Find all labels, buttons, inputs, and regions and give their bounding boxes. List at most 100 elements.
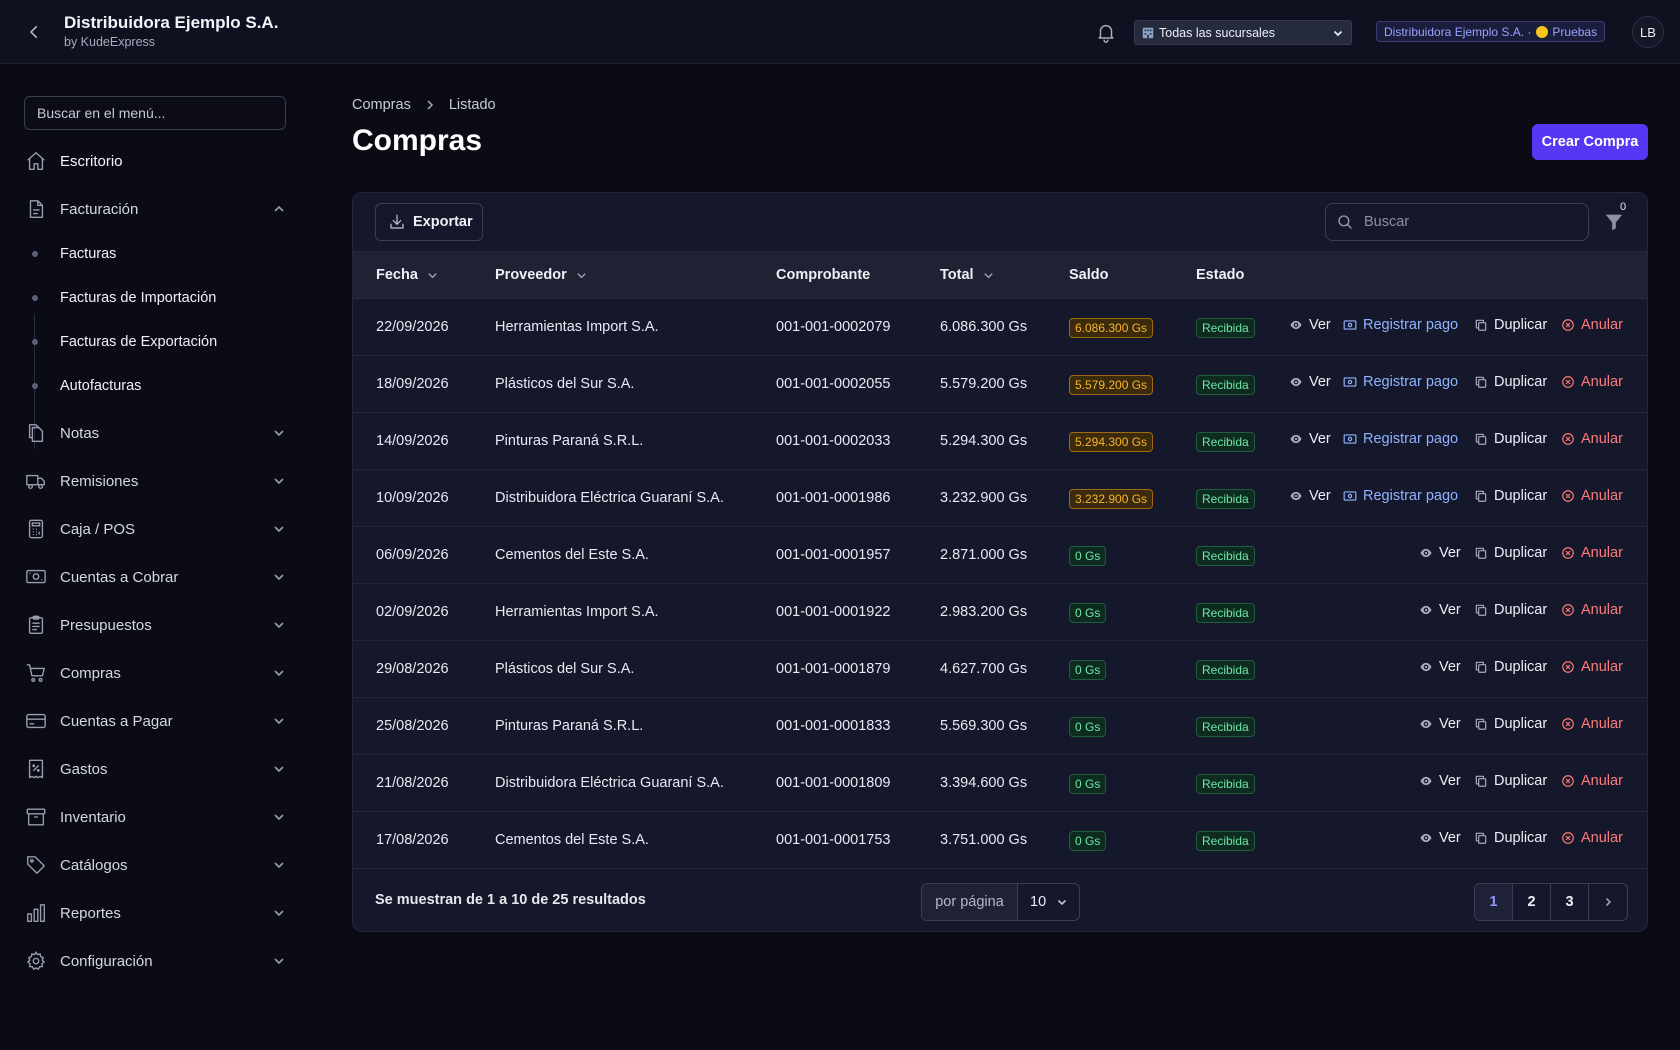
register-payment-label: Registrar pago: [1363, 374, 1459, 390]
cancel-purchase-button[interactable]: Anular: [1561, 602, 1623, 618]
column-header-proveedor[interactable]: Proveedor: [495, 267, 588, 283]
sidebar-item-configuracion[interactable]: Configuración: [24, 945, 286, 977]
duplicate-button[interactable]: Duplicar: [1474, 773, 1547, 789]
duplicate-button[interactable]: Duplicar: [1474, 545, 1547, 561]
column-header-label: Fecha: [376, 267, 418, 283]
per-page-value[interactable]: 10: [1018, 884, 1079, 920]
eye-icon: [1420, 833, 1432, 843]
view-button[interactable]: Ver: [1289, 317, 1331, 333]
user-avatar[interactable]: LB: [1632, 16, 1664, 48]
cancel-purchase-button[interactable]: Anular: [1561, 659, 1623, 675]
view-button[interactable]: Ver: [1419, 602, 1461, 618]
duplicate-label: Duplicar: [1494, 602, 1548, 618]
page-button-1[interactable]: 1: [1475, 884, 1513, 920]
eye-icon: [1420, 548, 1432, 558]
sidebar-item-notas[interactable]: Notas: [24, 417, 286, 449]
register-payment-button[interactable]: Registrar pago: [1343, 431, 1458, 447]
duplicate-button[interactable]: Duplicar: [1474, 830, 1547, 846]
cancel-purchase-label: Anular: [1581, 773, 1623, 789]
back-button[interactable]: [22, 20, 46, 44]
bullet-icon: [32, 295, 38, 301]
sidebar-item-inventario[interactable]: Inventario: [24, 801, 286, 833]
sidebar-item-catalogos[interactable]: Catálogos: [24, 849, 286, 881]
table-search-input[interactable]: [1364, 214, 1564, 230]
sidebar-subitem-facturas-exportacion[interactable]: Facturas de Exportación: [32, 328, 217, 356]
register-payment-button[interactable]: Registrar pago: [1343, 374, 1458, 390]
breadcrumb-root[interactable]: Compras: [352, 97, 411, 113]
x-circle-icon: [1562, 433, 1574, 445]
cancel-purchase-button[interactable]: Anular: [1561, 374, 1623, 390]
view-button[interactable]: Ver: [1289, 488, 1331, 504]
column-header-fecha[interactable]: Fecha: [376, 267, 439, 283]
view-button[interactable]: Ver: [1289, 374, 1331, 390]
sidebar-item-cuentas-cobrar[interactable]: Cuentas a Cobrar: [24, 561, 286, 593]
cancel-purchase-button[interactable]: Anular: [1561, 488, 1623, 504]
cell-comprobante: 001-001-0001986: [776, 490, 891, 506]
yellow-circle-icon: [1536, 25, 1549, 38]
duplicate-button[interactable]: Duplicar: [1474, 431, 1547, 447]
branch-select[interactable]: Todas las sucursales: [1134, 20, 1352, 45]
view-button[interactable]: Ver: [1419, 659, 1461, 675]
cancel-purchase-button[interactable]: Anular: [1561, 830, 1623, 846]
column-header-label: Total: [940, 267, 974, 283]
submenu-line: [34, 314, 35, 449]
view-button[interactable]: Ver: [1419, 773, 1461, 789]
sidebar-item-label: Catálogos: [60, 856, 128, 874]
duplicate-button[interactable]: Duplicar: [1474, 602, 1547, 618]
cell-proveedor: Distribuidora Eléctrica Guaraní S.A.: [495, 490, 724, 506]
register-payment-button[interactable]: Registrar pago: [1343, 488, 1458, 504]
duplicate-button[interactable]: Duplicar: [1474, 488, 1547, 504]
chevron-down-icon: [274, 526, 284, 533]
page-button-2[interactable]: 2: [1513, 884, 1551, 920]
view-button[interactable]: Ver: [1419, 545, 1461, 561]
sidebar-subitem-facturas[interactable]: Facturas: [32, 240, 116, 268]
table-row: 14/09/2026 Pinturas Paraná S.R.L. 001-001-…: [353, 413, 1647, 470]
cancel-purchase-button[interactable]: Anular: [1561, 431, 1623, 447]
filter-count-badge: 0: [1615, 199, 1631, 215]
bell-icon: [1098, 24, 1114, 43]
sidebar-subitem-facturas-importacion[interactable]: Facturas de Importación: [32, 284, 216, 312]
cancel-purchase-button[interactable]: Anular: [1561, 545, 1623, 561]
sidebar-item-facturacion[interactable]: Facturación: [24, 193, 286, 225]
cell-proveedor: Distribuidora Eléctrica Guaraní S.A.: [495, 775, 724, 791]
sidebar-item-gastos[interactable]: Gastos: [24, 753, 286, 785]
view-button[interactable]: Ver: [1419, 716, 1461, 732]
sidebar-item-compras[interactable]: Compras: [24, 657, 286, 689]
archive-icon: [26, 808, 46, 826]
menu-search-input[interactable]: [24, 96, 286, 130]
view-button[interactable]: Ver: [1419, 830, 1461, 846]
view-button[interactable]: Ver: [1289, 431, 1331, 447]
sidebar-item-escritorio[interactable]: Escritorio: [24, 145, 286, 177]
sidebar-item-presupuestos[interactable]: Presupuestos: [24, 609, 286, 641]
sidebar-subitem-autofacturas[interactable]: Autofacturas: [32, 372, 141, 400]
money-icon: [1343, 434, 1357, 444]
duplicate-button[interactable]: Duplicar: [1474, 317, 1547, 333]
column-header-total[interactable]: Total: [940, 267, 995, 283]
cancel-purchase-button[interactable]: Anular: [1561, 773, 1623, 789]
create-purchase-button[interactable]: Crear Compra: [1532, 124, 1648, 160]
chevron-down-icon: [274, 670, 284, 677]
cancel-purchase-button[interactable]: Anular: [1561, 716, 1623, 732]
sidebar-item-reportes[interactable]: Reportes: [24, 897, 286, 929]
bullet-icon: [32, 251, 38, 257]
column-header-saldo: Saldo: [1069, 267, 1108, 283]
results-summary: Se muestran de 1 a 10 de 25 resultados: [375, 892, 646, 908]
duplicate-button[interactable]: Duplicar: [1474, 659, 1547, 675]
notifications-button[interactable]: [1095, 21, 1117, 43]
tag-icon: [27, 856, 45, 874]
page-button-3[interactable]: 3: [1551, 884, 1589, 920]
per-page-select[interactable]: por página 10: [921, 883, 1080, 921]
export-button[interactable]: Exportar: [375, 203, 483, 241]
duplicate-button[interactable]: Duplicar: [1474, 716, 1547, 732]
cancel-purchase-button[interactable]: Anular: [1561, 317, 1623, 333]
sidebar-item-caja-pos[interactable]: Caja / POS: [24, 513, 286, 545]
next-page-button[interactable]: [1589, 884, 1627, 920]
duplicate-button[interactable]: Duplicar: [1474, 374, 1547, 390]
sidebar-item-remisiones[interactable]: Remisiones: [24, 465, 286, 497]
sidebar-subitem-label: Autofacturas: [60, 378, 142, 394]
sidebar-item-cuentas-pagar[interactable]: Cuentas a Pagar: [24, 705, 286, 737]
notes-icon: [28, 424, 44, 442]
status-badge: Recibida: [1196, 489, 1255, 509]
register-payment-button[interactable]: Registrar pago: [1343, 317, 1458, 333]
filter-icon[interactable]: [1603, 211, 1625, 233]
